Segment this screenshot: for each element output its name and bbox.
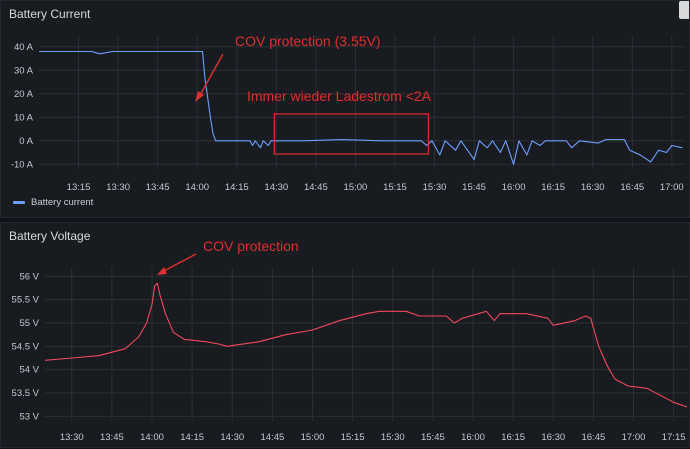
battery-current-chart: 40 A 30 A 20 A 10 A 0 A -10 A 13:15 13:30 13:45 1… [11,33,685,193]
x-tick-label: 14:30 [264,182,288,193]
x-tick-label: 14:45 [304,182,328,193]
x-tick-label: 16:00 [461,432,485,443]
y-tick-label: 54.5 V [12,341,40,352]
annotation-charge-current: Immer wieder Ladestrom <2A [247,88,432,104]
annotation-arrow [161,253,197,273]
y-tick-label: -10 A [11,159,34,170]
x-tick-label: 16:30 [541,432,565,443]
battery-current-panel: Battery Current 40 A 30 A 20 A 10 A 0 A -10 A… [0,0,690,218]
panel-menu-handle[interactable] [679,1,689,19]
x-tick-label: 16:45 [581,432,605,443]
x-tick-label: 14:15 [180,432,204,443]
x-tick-label: 13:45 [100,432,124,443]
y-tick-label: 40 A [14,42,34,53]
annotation-arrowhead [195,91,204,102]
x-tick-label: 13:30 [60,432,84,443]
legend-swatch [13,201,25,204]
annotation-cov-protection: COV protection (3.55V) [235,33,381,49]
x-tick-label: 15:45 [421,432,445,443]
x-tick-label: 14:00 [185,182,209,193]
x-tick-label: 16:15 [541,182,565,193]
y-tick-label: 53 V [19,411,39,422]
x-tick-label: 15:30 [381,432,405,443]
x-tick-label: 13:45 [146,182,170,193]
x-tick-label: 16:00 [502,182,526,193]
annotation-box [273,113,430,155]
x-tick-label: 13:15 [67,182,91,193]
x-tick-label: 17:15 [662,432,686,443]
x-tick-label: 16:15 [501,432,525,443]
annotation-arrow [198,53,224,98]
x-tick-label: 14:00 [140,432,164,443]
x-tick-label: 15:15 [383,182,407,193]
x-tick-label: 17:00 [622,432,646,443]
y-tick-label: 54 V [19,365,39,376]
chart-legend[interactable]: Battery current [13,197,93,208]
series-line [39,50,683,165]
x-tick-label: 14:45 [260,432,284,443]
annotation-cov-protection: COV protection [203,238,299,254]
series-line [44,282,688,408]
legend-label: Battery current [31,197,94,208]
annotation-arrowhead [157,267,167,275]
x-tick-label: 15:45 [462,182,486,193]
x-tick-label: 14:15 [225,182,249,193]
x-tick-label: 15:00 [344,182,368,193]
y-tick-label: 20 A [14,89,34,100]
panel-title: Battery Current [9,7,91,21]
x-tick-label: 13:30 [106,182,130,193]
battery-voltage-panel: Battery Voltage 56 V 55.5 V 55 V 54.5 V 54 V… [0,222,690,448]
y-tick-label: 53.5 V [12,388,40,399]
x-tick-label: 17:00 [660,182,684,193]
x-tick-label: 15:30 [423,182,447,193]
x-tick-label: 16:30 [581,182,605,193]
y-tick-label: 55 V [19,318,39,329]
x-tick-label: 16:45 [620,182,644,193]
battery-voltage-chart: 56 V 55.5 V 55 V 54.5 V 54 V 53.5 V 53 V 13:30 1… [12,238,688,443]
x-tick-label: 15:00 [301,432,325,443]
panel-title: Battery Voltage [9,229,91,243]
y-tick-label: 55.5 V [12,295,40,306]
x-tick-label: 14:30 [220,432,244,443]
y-tick-label: 0 A [19,136,33,147]
y-tick-label: 10 A [14,112,34,123]
x-tick-label: 15:15 [341,432,365,443]
y-tick-label: 30 A [14,65,34,76]
y-tick-label: 56 V [19,271,39,282]
